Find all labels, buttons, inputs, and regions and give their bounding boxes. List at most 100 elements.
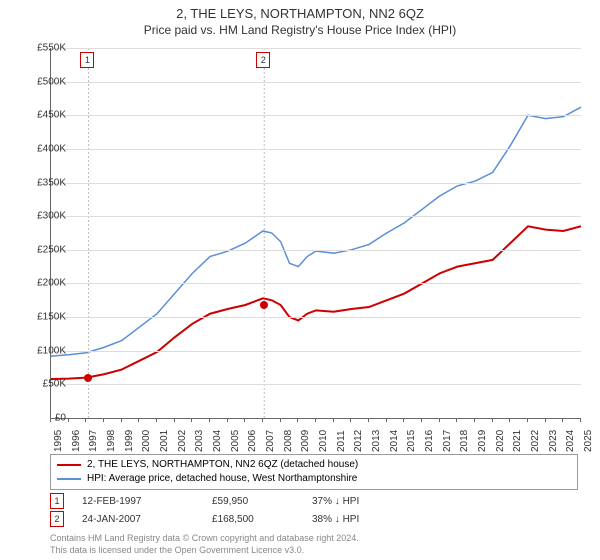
x-tick bbox=[68, 418, 69, 422]
x-tick bbox=[439, 418, 440, 422]
x-axis-label: 1999 bbox=[124, 430, 135, 452]
x-tick bbox=[50, 418, 51, 422]
x-axis-label: 2014 bbox=[389, 430, 400, 452]
y-axis-label: £200K bbox=[37, 278, 66, 289]
x-axis-label: 2025 bbox=[583, 430, 594, 452]
x-tick bbox=[174, 418, 175, 422]
sale-dot bbox=[84, 374, 92, 382]
footer-line2: This data is licensed under the Open Gov… bbox=[50, 544, 359, 556]
x-tick bbox=[368, 418, 369, 422]
legend-label: 2, THE LEYS, NORTHAMPTON, NN2 6QZ (detac… bbox=[87, 458, 358, 472]
legend-swatch bbox=[57, 478, 81, 480]
x-tick bbox=[474, 418, 475, 422]
sales-marker: 1 bbox=[50, 493, 64, 509]
x-tick bbox=[227, 418, 228, 422]
x-tick bbox=[85, 418, 86, 422]
x-axis-label: 1997 bbox=[88, 430, 99, 452]
x-tick bbox=[350, 418, 351, 422]
x-tick bbox=[580, 418, 581, 422]
sales-row: 2 24-JAN-2007£168,50038% ↓ HPI bbox=[50, 510, 372, 528]
sales-price: £168,500 bbox=[212, 514, 312, 525]
x-tick bbox=[333, 418, 334, 422]
x-axis-label: 2015 bbox=[406, 430, 417, 452]
x-tick bbox=[103, 418, 104, 422]
x-tick bbox=[545, 418, 546, 422]
x-axis-label: 1995 bbox=[53, 430, 64, 452]
x-tick bbox=[403, 418, 404, 422]
sales-table: 1 12-FEB-1997£59,95037% ↓ HPI 2 24-JAN-2007… bbox=[50, 492, 372, 528]
x-tick bbox=[386, 418, 387, 422]
x-axis-label: 2007 bbox=[265, 430, 276, 452]
x-tick bbox=[527, 418, 528, 422]
y-axis-label: £150K bbox=[37, 312, 66, 323]
x-tick bbox=[244, 418, 245, 422]
y-axis-label: £300K bbox=[37, 211, 66, 222]
gridline bbox=[51, 183, 581, 184]
legend-item: HPI: Average price, detached house, West… bbox=[57, 472, 571, 486]
gridline bbox=[51, 216, 581, 217]
x-axis-label: 2022 bbox=[530, 430, 541, 452]
x-axis-label: 2020 bbox=[495, 430, 506, 452]
x-axis-label: 2004 bbox=[212, 430, 223, 452]
y-axis-label: £500K bbox=[37, 76, 66, 87]
x-tick bbox=[191, 418, 192, 422]
footer-text: Contains HM Land Registry data © Crown c… bbox=[50, 532, 359, 556]
x-axis-label: 2011 bbox=[336, 430, 347, 452]
sales-pct: 38% ↓ HPI bbox=[312, 514, 372, 525]
chart-title: 2, THE LEYS, NORTHAMPTON, NN2 6QZ bbox=[0, 0, 600, 21]
series-line-hpi bbox=[51, 107, 581, 356]
plot-area bbox=[50, 48, 581, 419]
x-tick bbox=[156, 418, 157, 422]
gridline bbox=[51, 149, 581, 150]
x-tick bbox=[509, 418, 510, 422]
gridline bbox=[51, 317, 581, 318]
sales-price: £59,950 bbox=[212, 496, 312, 507]
x-axis-label: 2012 bbox=[353, 430, 364, 452]
x-tick bbox=[492, 418, 493, 422]
y-axis-label: £0 bbox=[55, 413, 66, 424]
x-axis-label: 2009 bbox=[300, 430, 311, 452]
legend: 2, THE LEYS, NORTHAMPTON, NN2 6QZ (detac… bbox=[50, 454, 578, 490]
footer-line1: Contains HM Land Registry data © Crown c… bbox=[50, 532, 359, 544]
y-axis-label: £100K bbox=[37, 345, 66, 356]
legend-item: 2, THE LEYS, NORTHAMPTON, NN2 6QZ (detac… bbox=[57, 458, 571, 472]
gridline bbox=[51, 48, 581, 49]
x-tick bbox=[421, 418, 422, 422]
x-axis-label: 2018 bbox=[459, 430, 470, 452]
x-axis-label: 2000 bbox=[141, 430, 152, 452]
x-axis-label: 2008 bbox=[283, 430, 294, 452]
x-axis-label: 2006 bbox=[247, 430, 258, 452]
x-tick bbox=[280, 418, 281, 422]
x-tick bbox=[138, 418, 139, 422]
x-tick bbox=[456, 418, 457, 422]
sales-pct: 37% ↓ HPI bbox=[312, 496, 372, 507]
y-axis-label: £50K bbox=[43, 379, 66, 390]
legend-swatch bbox=[57, 464, 81, 466]
gridline bbox=[51, 351, 581, 352]
gridline bbox=[51, 384, 581, 385]
x-axis-label: 2001 bbox=[159, 430, 170, 452]
gridline bbox=[51, 115, 581, 116]
gridline bbox=[51, 82, 581, 83]
x-tick bbox=[262, 418, 263, 422]
sale-marker-box: 1 bbox=[80, 52, 94, 68]
chart-container: 2, THE LEYS, NORTHAMPTON, NN2 6QZ Price … bbox=[0, 0, 600, 560]
x-tick bbox=[562, 418, 563, 422]
x-tick bbox=[297, 418, 298, 422]
x-tick bbox=[121, 418, 122, 422]
x-axis-label: 1996 bbox=[71, 430, 82, 452]
x-axis-label: 2013 bbox=[371, 430, 382, 452]
y-axis-label: £450K bbox=[37, 110, 66, 121]
sales-date: 12-FEB-1997 bbox=[82, 496, 212, 507]
x-axis-label: 2010 bbox=[318, 430, 329, 452]
sales-row: 1 12-FEB-1997£59,95037% ↓ HPI bbox=[50, 492, 372, 510]
x-tick bbox=[315, 418, 316, 422]
sale-dot bbox=[260, 301, 268, 309]
y-axis-label: £350K bbox=[37, 177, 66, 188]
chart-lines-svg bbox=[51, 48, 581, 418]
gridline bbox=[51, 250, 581, 251]
sales-date: 24-JAN-2007 bbox=[82, 514, 212, 525]
sales-marker: 2 bbox=[50, 511, 64, 527]
x-axis-label: 2002 bbox=[177, 430, 188, 452]
y-axis-label: £550K bbox=[37, 43, 66, 54]
